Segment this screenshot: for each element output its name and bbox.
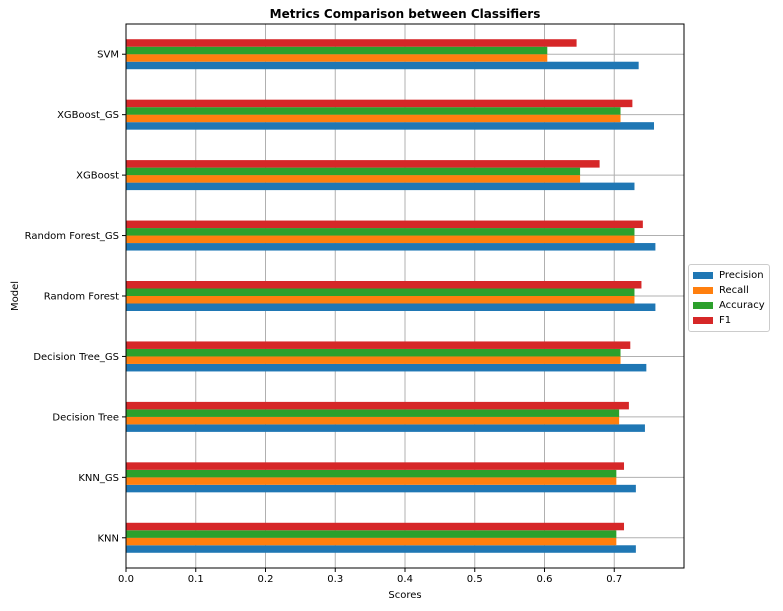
x-tick-label: 0.5	[467, 574, 483, 585]
bar-accuracy-random-forest-gs	[126, 228, 635, 236]
bar-f1-decision-tree	[126, 401, 629, 410]
bar-recall-knn	[126, 537, 617, 546]
bar-recall-knn-gs	[126, 477, 617, 485]
legend-label: Recall	[719, 285, 749, 296]
bar-accuracy-random-forest	[126, 288, 635, 296]
y-tick-label: SVM	[97, 50, 119, 61]
bar-recall-decision-tree-gs	[126, 356, 621, 364]
legend-swatch	[693, 272, 713, 279]
y-tick-label: Decision Tree_GS	[33, 352, 119, 363]
legend-swatch	[693, 302, 713, 309]
bar-accuracy-xgboost	[126, 167, 581, 176]
legend-item-recall: Recall	[693, 283, 765, 298]
bar-f1-knn	[126, 522, 625, 531]
bar-accuracy-decision-tree-gs	[126, 348, 621, 357]
chart-legend: Precision Recall Accuracy F1	[688, 264, 770, 332]
legend-item-precision: Precision	[693, 268, 765, 283]
y-tick-label: KNN	[97, 533, 119, 544]
y-tick-label: Random Forest_GS	[25, 231, 119, 242]
bar-f1-xgboost	[126, 160, 600, 168]
y-tick-label: KNN_GS	[78, 473, 119, 484]
bar-recall-random-forest-gs	[126, 235, 635, 244]
bar-f1-random-forest	[126, 281, 642, 289]
bar-precision-knn	[126, 545, 636, 553]
bar-recall-random-forest	[126, 296, 635, 304]
bar-recall-decision-tree	[126, 416, 620, 425]
bar-f1-random-forest-gs	[126, 220, 643, 229]
y-tick-label: XGBoost_GS	[57, 110, 119, 121]
x-axis-label: Scores	[388, 590, 421, 601]
bar-f1-xgboost-gs	[126, 99, 633, 108]
bar-accuracy-knn-gs	[126, 469, 617, 478]
chart-title: Metrics Comparison between Classifiers	[270, 7, 541, 21]
x-tick-label: 0.0	[118, 574, 134, 585]
bar-accuracy-xgboost-gs	[126, 107, 621, 115]
legend-label: F1	[719, 315, 732, 326]
bar-precision-decision-tree-gs	[126, 363, 647, 372]
bar-precision-decision-tree	[126, 424, 645, 432]
bar-accuracy-svm	[126, 46, 548, 55]
bar-precision-xgboost	[126, 182, 635, 191]
bar-recall-xgboost-gs	[126, 114, 621, 123]
x-tick-label: 0.4	[397, 574, 413, 585]
bar-f1-knn-gs	[126, 462, 625, 470]
y-axis-ticks: KNN KNN_GS Decision Tree Decision Tree_GS Ra…	[25, 50, 126, 544]
bar-precision-svm	[126, 61, 639, 70]
x-tick-label: 0.1	[188, 574, 204, 585]
legend-label: Precision	[719, 270, 764, 281]
legend-label: Accuracy	[719, 300, 765, 311]
y-tick-label: Decision Tree	[52, 412, 119, 423]
legend-swatch	[693, 287, 713, 294]
bar-precision-random-forest	[126, 303, 656, 311]
bar-f1-svm	[126, 39, 577, 47]
x-axis-ticks: 0.0 0.1 0.2 0.3 0.4 0.5 0.6 0.7	[118, 568, 622, 585]
legend-item-f1: F1	[693, 313, 765, 328]
y-axis-label: Model	[10, 281, 21, 311]
bar-precision-knn-gs	[126, 484, 636, 493]
bar-recall-svm	[126, 54, 548, 62]
x-tick-label: 0.3	[327, 574, 343, 585]
legend-swatch	[693, 317, 713, 324]
bar-accuracy-knn	[126, 530, 617, 538]
bar-recall-xgboost	[126, 175, 581, 183]
legend-item-accuracy: Accuracy	[693, 298, 765, 313]
y-tick-label: Random Forest	[44, 292, 119, 303]
x-tick-label: 0.2	[258, 574, 274, 585]
bars	[126, 39, 656, 553]
bar-accuracy-decision-tree	[126, 409, 620, 417]
bar-precision-random-forest-gs	[126, 243, 656, 251]
y-tick-label: XGBoost	[76, 171, 119, 182]
bar-f1-decision-tree-gs	[126, 341, 631, 349]
x-tick-label: 0.7	[606, 574, 622, 585]
bar-precision-xgboost-gs	[126, 122, 655, 130]
x-tick-label: 0.6	[537, 574, 553, 585]
